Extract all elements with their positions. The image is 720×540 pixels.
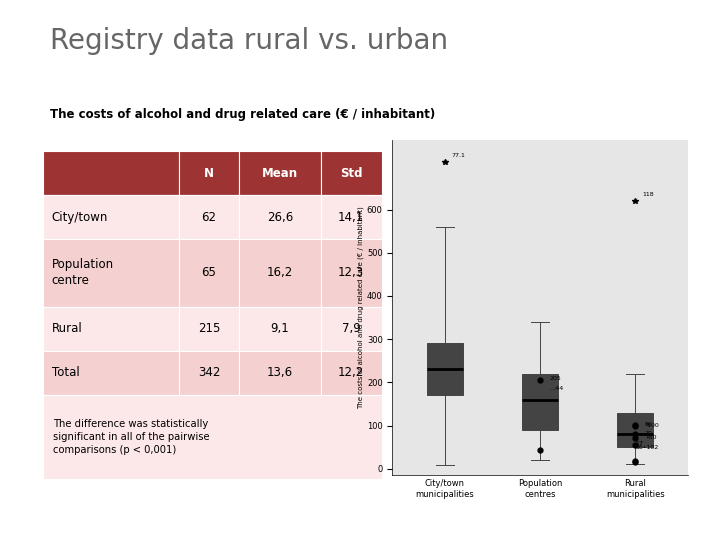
Text: 62: 62 <box>202 211 217 224</box>
Bar <box>240 239 320 307</box>
Text: 26,6: 26,6 <box>267 211 293 224</box>
Text: Population
centre: Population centre <box>52 259 114 287</box>
Bar <box>43 307 179 350</box>
Bar <box>43 395 382 480</box>
Text: The costs of alcohol and drug related care (€ / inhabitant): The costs of alcohol and drug related ca… <box>50 108 436 121</box>
Text: 16•102: 16•102 <box>635 446 659 450</box>
Text: 205: 205 <box>549 376 562 381</box>
Bar <box>179 350 240 395</box>
PathPatch shape <box>617 413 653 447</box>
Bar <box>320 239 382 307</box>
Bar <box>320 350 382 395</box>
Bar <box>179 151 240 195</box>
Text: 12,3: 12,3 <box>338 266 364 279</box>
Bar <box>320 195 382 239</box>
Text: 13,6: 13,6 <box>267 366 293 379</box>
Text: 12,2: 12,2 <box>338 366 364 379</box>
Text: 56: 56 <box>644 422 652 427</box>
Bar <box>240 307 320 350</box>
Text: 14,1: 14,1 <box>338 211 364 224</box>
Bar <box>320 151 382 195</box>
Text: 215: 215 <box>198 322 220 335</box>
Text: *100: *100 <box>644 423 660 428</box>
Text: 77.1: 77.1 <box>451 153 465 158</box>
Text: Total: Total <box>52 366 79 379</box>
Text: City/town: City/town <box>52 211 108 224</box>
Text: 9,1: 9,1 <box>271 322 289 335</box>
PathPatch shape <box>427 343 463 395</box>
Text: 16,2: 16,2 <box>267 266 293 279</box>
PathPatch shape <box>522 374 558 430</box>
Text: 70: 70 <box>644 431 652 436</box>
Text: Registry data rural vs. urban: Registry data rural vs. urban <box>50 27 449 55</box>
Text: Rural: Rural <box>52 322 82 335</box>
Bar <box>179 239 240 307</box>
Text: 17: 17 <box>635 441 643 446</box>
Bar <box>43 239 179 307</box>
Text: 342: 342 <box>198 366 220 379</box>
Y-axis label: The costs of alcohol and drug related care (€ / inhabitant): The costs of alcohol and drug related ca… <box>358 206 364 409</box>
Bar <box>320 307 382 350</box>
Bar <box>43 350 179 395</box>
Bar <box>43 195 179 239</box>
Text: 118: 118 <box>642 192 654 197</box>
Text: The difference was statistically
significant in all of the pairwise
comparisons : The difference was statistically signifi… <box>53 419 210 455</box>
Text: …44: …44 <box>549 386 564 391</box>
Bar <box>43 151 179 195</box>
Bar <box>179 307 240 350</box>
Bar <box>240 195 320 239</box>
Bar <box>240 151 320 195</box>
Text: •80: •80 <box>644 435 656 440</box>
Bar <box>179 195 240 239</box>
Text: 65: 65 <box>202 266 217 279</box>
Text: Std: Std <box>340 166 362 180</box>
Text: N: N <box>204 166 214 180</box>
Text: 7,9: 7,9 <box>342 322 361 335</box>
Bar <box>240 350 320 395</box>
Text: Mean: Mean <box>262 166 298 180</box>
